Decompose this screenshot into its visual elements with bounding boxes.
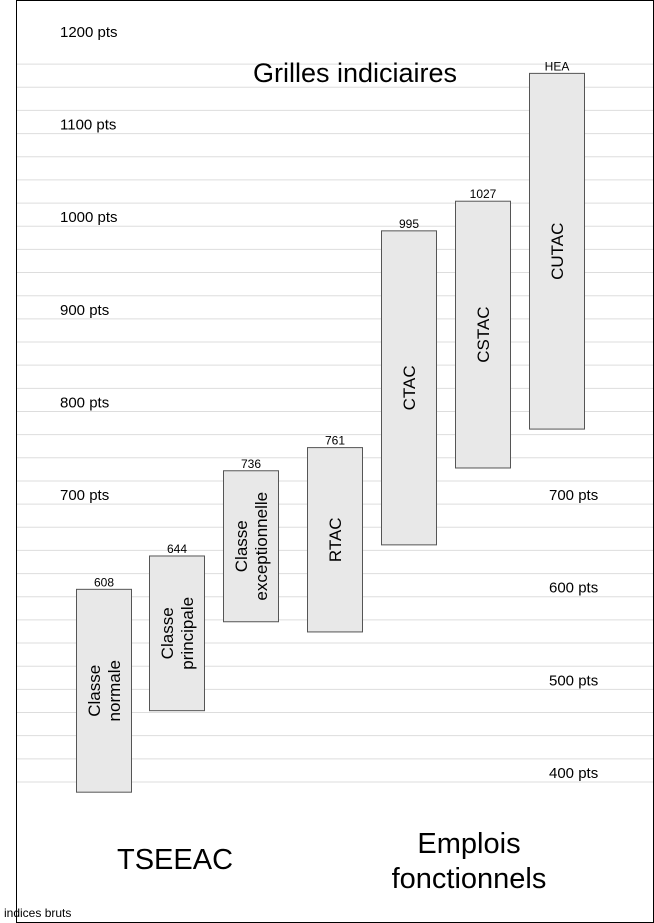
tick-label-left: 1000 pts bbox=[60, 209, 118, 226]
tick-label-right: 500 pts bbox=[549, 672, 598, 689]
bar-value-label: HEA bbox=[545, 59, 570, 73]
bar-label-line: Classe bbox=[85, 665, 104, 717]
bar-value-label: 608 bbox=[94, 575, 114, 589]
bar-value-label: 736 bbox=[241, 457, 261, 471]
unit-label: indices bruts bbox=[4, 906, 71, 920]
bar-label-line: principale bbox=[178, 597, 197, 670]
bar-label-line: CUTAC bbox=[548, 223, 567, 280]
bar bbox=[149, 555, 205, 712]
tick-label-right: 700 pts bbox=[549, 487, 598, 504]
bar-label-line: exceptionnelle bbox=[252, 492, 271, 601]
bar-label: Classe normale bbox=[85, 660, 124, 721]
bar-label: CTAC bbox=[400, 365, 419, 410]
tick-label-left: 1100 pts bbox=[60, 117, 116, 134]
group-label: Emplois bbox=[417, 828, 520, 860]
group-label: fonctionnels bbox=[392, 863, 547, 895]
tick-label-left: 700 pts bbox=[60, 487, 109, 504]
bar bbox=[529, 72, 585, 430]
bar-label-line: Classe bbox=[158, 607, 177, 659]
tick-label-right: 600 pts bbox=[549, 580, 598, 597]
bar bbox=[223, 470, 279, 623]
group-label: TSEEAC bbox=[117, 844, 233, 876]
bar-label: Classe principale bbox=[158, 597, 197, 670]
bar-value-label: 761 bbox=[325, 434, 345, 448]
bar bbox=[307, 447, 363, 633]
tick-label-left: 900 pts bbox=[60, 302, 109, 319]
bar-value-label: 1027 bbox=[470, 187, 497, 201]
bar-value-label: 644 bbox=[167, 542, 187, 556]
tick-label-left: 800 pts bbox=[60, 394, 109, 411]
bar-label-line: CSTAC bbox=[474, 306, 493, 362]
bar bbox=[381, 230, 437, 546]
bar-label: CUTAC bbox=[548, 223, 567, 280]
bar-label-line: normale bbox=[105, 660, 124, 721]
bar bbox=[76, 588, 132, 793]
bar-label-line: RTAC bbox=[326, 517, 345, 562]
tick-labels: 1200 pts 1100 pts 1000 pts 900 pts 800 pts 70… bbox=[60, 24, 598, 782]
bar-label: Classe exceptionnelle bbox=[232, 492, 271, 601]
bar bbox=[455, 200, 511, 469]
bar-label: RTAC bbox=[326, 517, 345, 562]
bar-value-label: 995 bbox=[399, 217, 419, 231]
chart-title: Grilles indiciaires bbox=[253, 58, 457, 88]
bar-label-line: CTAC bbox=[400, 365, 419, 410]
tick-label-right: 400 pts bbox=[549, 765, 598, 782]
bar-label: CSTAC bbox=[474, 306, 493, 362]
bar-label-line: Classe bbox=[232, 520, 251, 572]
tick-label-left: 1200 pts bbox=[60, 24, 118, 41]
